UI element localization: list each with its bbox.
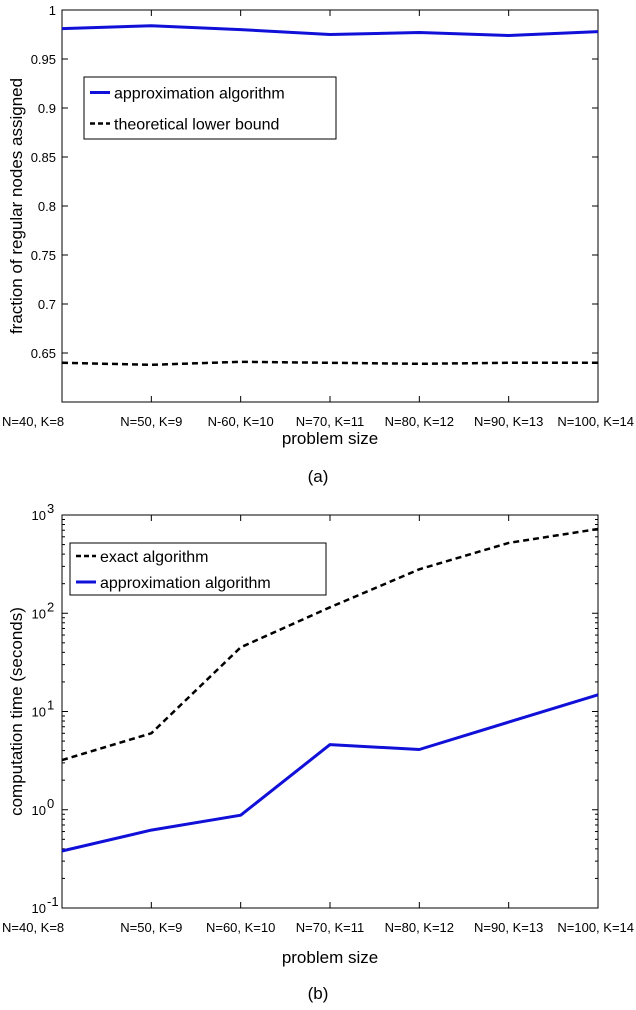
y-tick-exponent: 2 (47, 599, 54, 614)
y-tick-label: 10 (32, 803, 46, 818)
chart-a-y-axis: 0.65 0.7 0.75 0.8 0.85 0.9 0.95 1 (31, 3, 598, 361)
y-tick-label: 10 (32, 705, 46, 720)
y-tick-label: 0.9 (38, 101, 56, 116)
y-tick-exponent: 3 (47, 501, 54, 516)
series-line-exact-algorithm (61, 527, 599, 762)
y-tick-label: 0.85 (31, 150, 56, 165)
x-tick-label: N=60, K=10 (206, 920, 275, 935)
chart-b-series (61, 527, 599, 853)
x-tick-label: N=100, K=14 (557, 414, 634, 429)
x-tick-label: N=40, K=8 (2, 414, 64, 429)
x-tick-label: N=90, K=13 (474, 414, 543, 429)
chart-a-series (61, 24, 599, 367)
series-line-approximation-algorithm (61, 693, 599, 853)
x-tick-label: N=40, K=8 (2, 920, 64, 935)
legend-box (69, 542, 327, 596)
chart-b-y-axis-label: computation time (seconds) (7, 607, 26, 816)
chart-b-x-axis: N=40, K=8 N=50, K=9 N=60, K=10 N=70, K=11 N=… (2, 515, 634, 935)
y-tick-label: 0.8 (38, 199, 56, 214)
series-line-approximation-algorithm (61, 24, 599, 37)
legend-label: exact algorithm (100, 549, 209, 566)
x-tick-label: N=100, K=14 (557, 920, 634, 935)
x-tick-label: N=50, K=9 (120, 414, 182, 429)
x-tick-label: N-60, K=10 (208, 414, 274, 429)
y-tick-label: 0.65 (31, 346, 56, 361)
chart-a-y-axis-label: fraction of regular nodes assigned (7, 78, 26, 334)
chart-a-x-axis-label: problem size (282, 429, 378, 448)
x-tick-label: N=90, K=13 (474, 920, 543, 935)
chart-b-caption: (b) (308, 984, 329, 1003)
chart-a: 0.65 0.7 0.75 0.8 0.85 0.9 0.95 1 N=40, K=8 N=50… (2, 3, 634, 486)
chart-a-caption: (a) (308, 467, 329, 486)
x-tick-label: N=70, K=11 (296, 920, 364, 935)
legend-label: approximation algorithm (114, 86, 285, 103)
y-tick-exponent: 1 (47, 698, 54, 713)
x-tick-label: N=80, K=12 (385, 414, 454, 429)
x-tick-label: N=70, K=11 (296, 414, 364, 429)
chart-a-legend: approximation algorithm theoretical lower… (83, 76, 337, 140)
chart-b-x-axis-label: problem size (282, 948, 378, 967)
y-tick-label: 10 (32, 606, 46, 621)
y-tick-label: 10 (32, 508, 46, 523)
legend-label: approximation algorithm (100, 575, 271, 592)
y-tick-label: 10 (32, 901, 46, 916)
y-tick-label: 0.75 (31, 248, 56, 263)
y-tick-label: 0.7 (38, 297, 56, 312)
x-tick-label: N=50, K=9 (120, 920, 182, 935)
legend-box (83, 76, 337, 140)
chart-b-legend: exact algorithm approximation algorithm (69, 542, 327, 596)
y-tick-label: 0.95 (31, 52, 56, 67)
y-tick-exponent: -1 (47, 894, 59, 909)
y-tick-exponent: 0 (47, 796, 54, 811)
x-tick-label: N=80, K=12 (385, 920, 454, 935)
y-tick-label: 1 (49, 3, 56, 18)
legend-label: theoretical lower bound (114, 117, 279, 134)
chart-a-x-axis: N=40, K=8 N=50, K=9 N-60, K=10 N=70, K=11 N=… (2, 10, 634, 429)
chart-a-plot-area (61, 9, 599, 403)
